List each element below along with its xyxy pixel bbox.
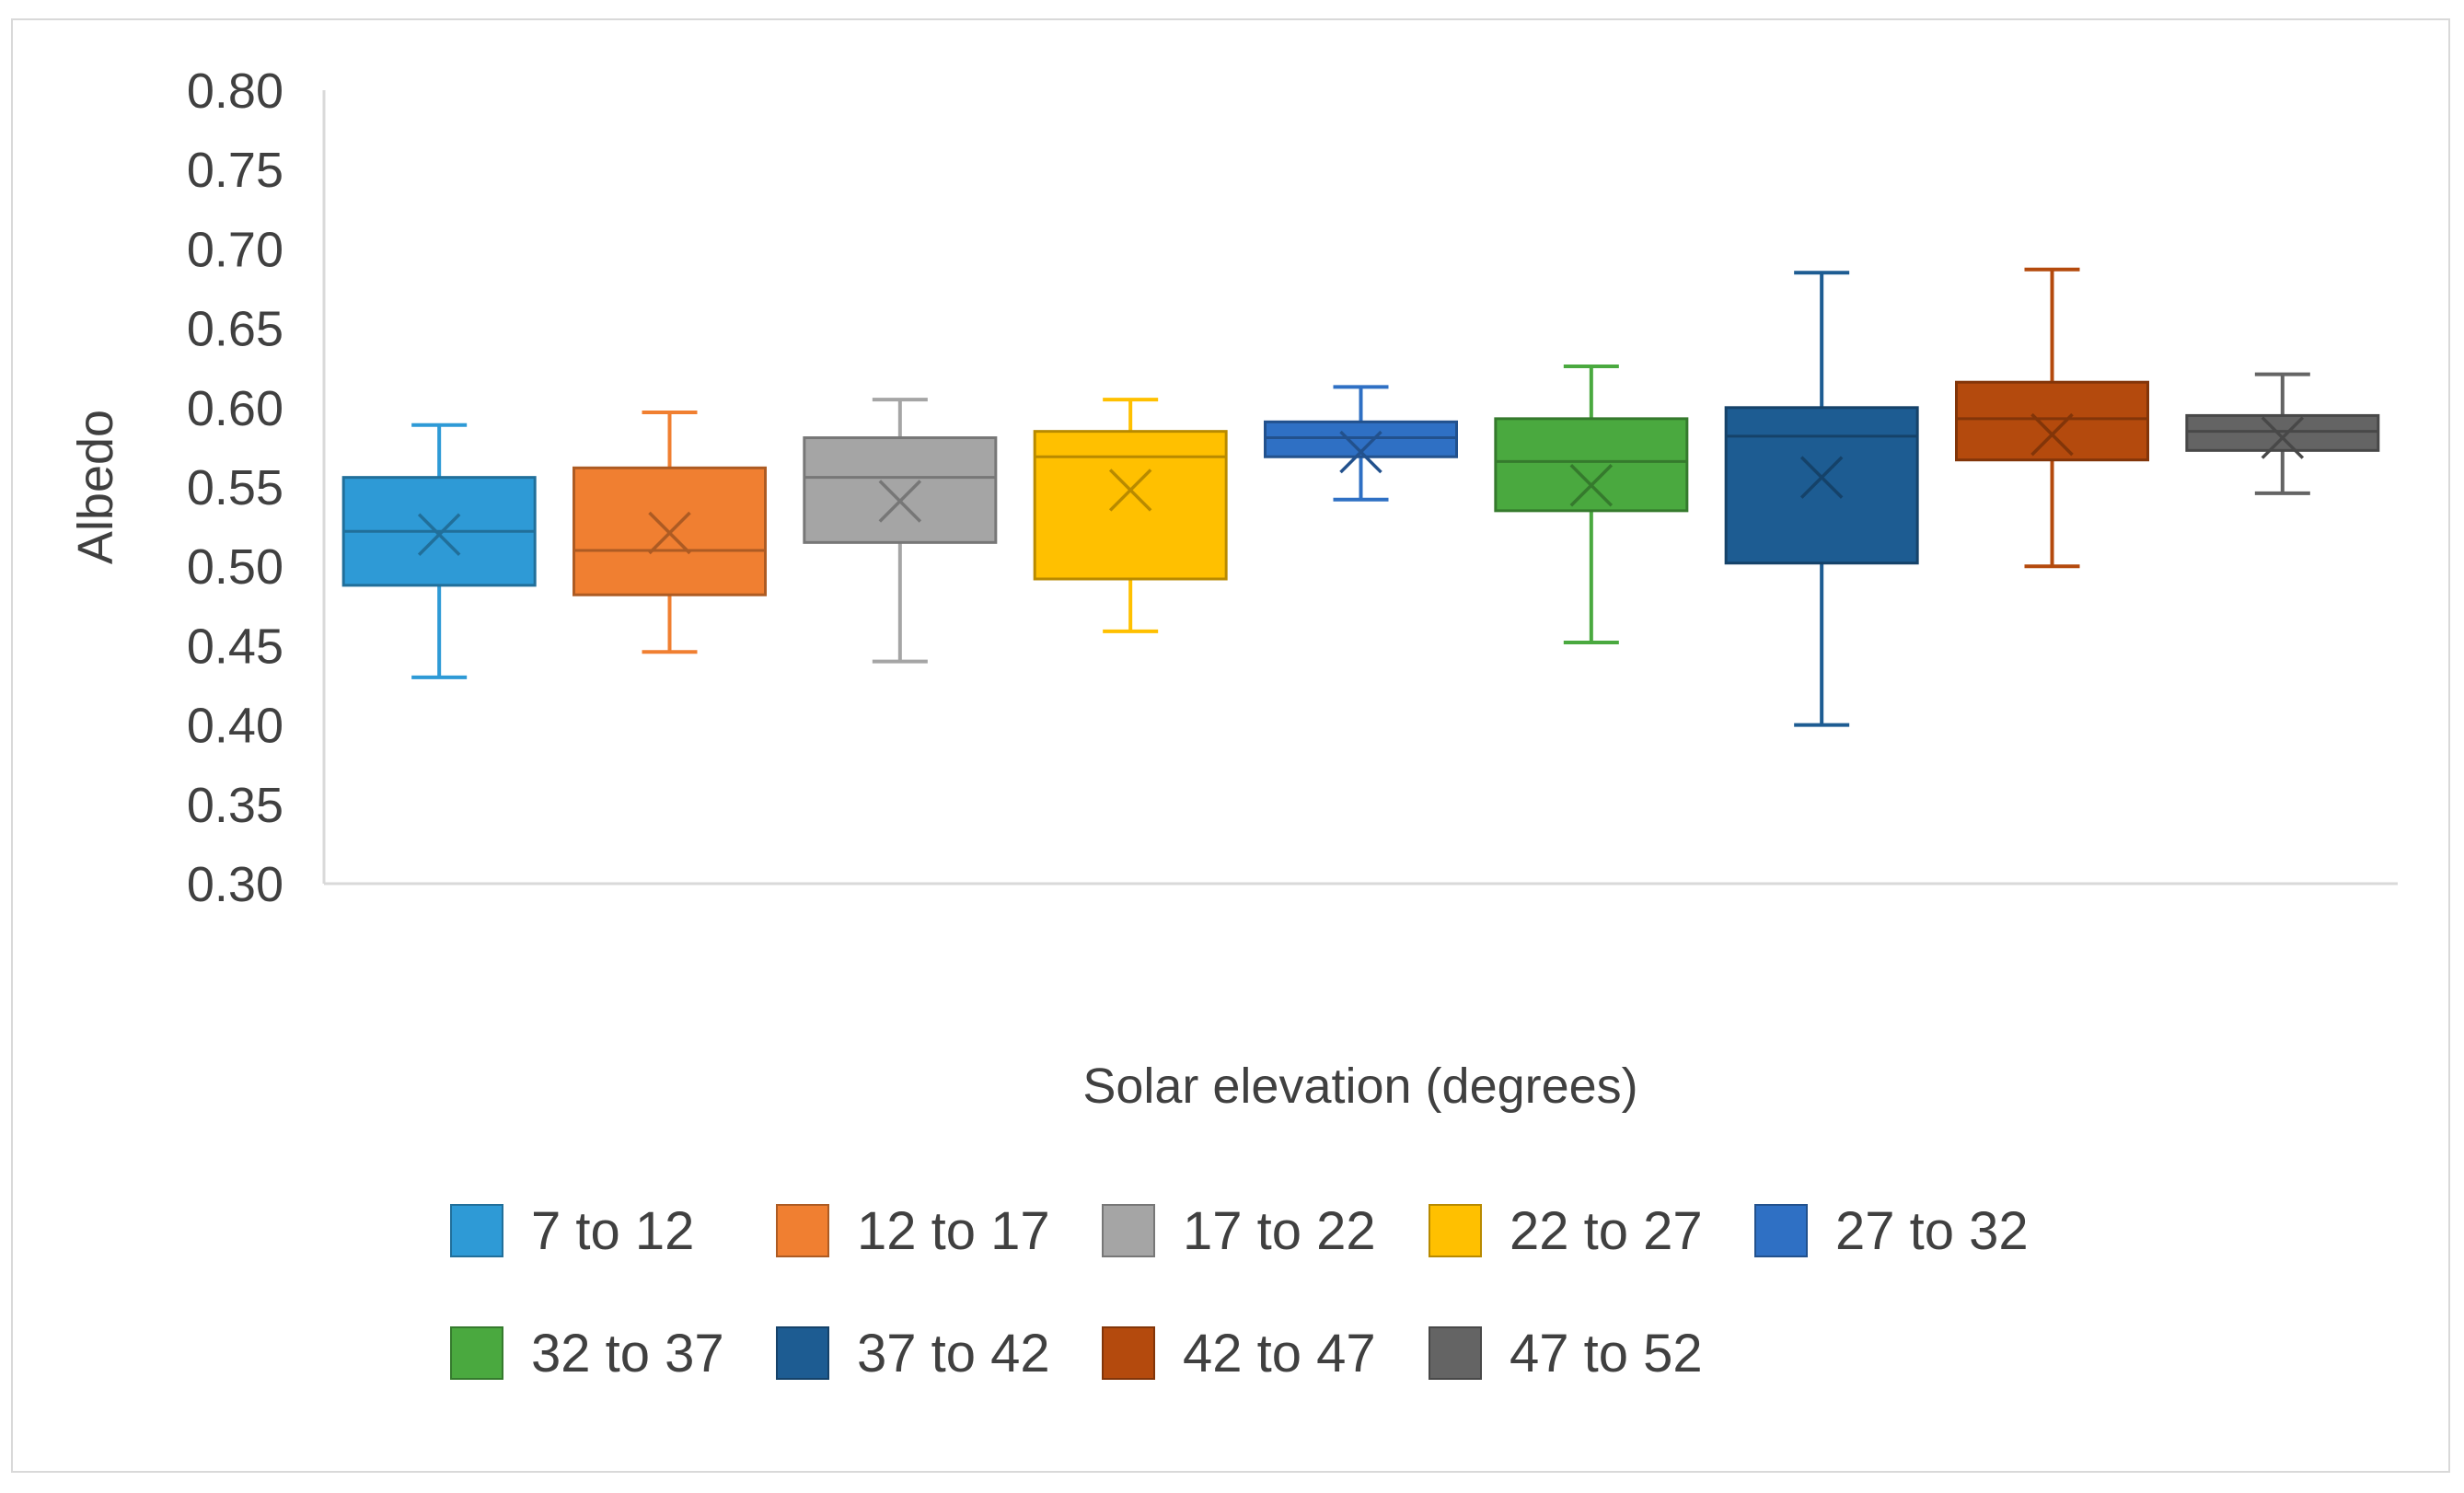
legend: 7 to 12 12 to 17 17 to 22 22 to 27 27 to 32 3… <box>450 1201 2029 1383</box>
mean-marker <box>1108 469 1152 512</box>
legend-label: 22 to 27 <box>1510 1201 1703 1261</box>
legend-swatch <box>1429 1204 1482 1257</box>
legend-swatch <box>1102 1204 1155 1257</box>
y-tick-label: 0.60 <box>187 381 283 436</box>
legend-swatch <box>776 1326 829 1380</box>
y-tick-label: 0.75 <box>187 143 283 198</box>
iqr-box <box>1033 430 1228 581</box>
mean-marker <box>878 480 922 523</box>
legend-item-47-to-52: 47 to 52 <box>1429 1324 1703 1383</box>
legend-swatch <box>1102 1326 1155 1380</box>
box-47-to-52 <box>2185 372 2380 495</box>
y-axis-ticks: 0.80 0.75 0.70 0.65 0.60 0.55 0.50 0.45 0.40 0.35… <box>187 64 283 912</box>
box-32-to-37 <box>1494 364 1689 644</box>
mean-marker <box>1799 456 1844 499</box>
y-tick-label: 0.45 <box>187 619 283 674</box>
legend-item-27-to-32: 27 to 32 <box>1754 1201 2029 1261</box>
legend-label: 47 to 52 <box>1510 1324 1703 1383</box>
legend-label: 37 to 42 <box>857 1324 1050 1383</box>
legend-label: 17 to 22 <box>1183 1201 1376 1261</box>
mean-marker <box>1339 430 1382 474</box>
y-tick-label: 0.50 <box>187 539 283 595</box>
legend-swatch <box>776 1204 829 1257</box>
iqr-box <box>2185 413 2380 452</box>
box-22-to-27 <box>1033 398 1228 633</box>
y-tick-label: 0.40 <box>187 699 283 754</box>
legend-item-12-to-17: 12 to 17 <box>776 1201 1050 1261</box>
legend-swatch <box>450 1204 503 1257</box>
chart-frame <box>11 18 2450 1473</box>
y-tick-label: 0.55 <box>187 460 283 515</box>
iqr-box <box>803 436 998 544</box>
legend-label: 27 to 32 <box>1835 1201 2029 1261</box>
legend-item-17-to-22: 17 to 22 <box>1102 1201 1376 1261</box>
x-axis-title: Solar elevation (degrees) <box>1082 1059 1637 1114</box>
iqr-box <box>1264 420 1458 458</box>
legend-item-42-to-47: 42 to 47 <box>1102 1324 1376 1383</box>
box-42-to-47 <box>1955 267 2149 569</box>
mean-marker <box>2261 416 2305 459</box>
legend-label: 7 to 12 <box>531 1201 694 1261</box>
legend-swatch <box>450 1326 503 1380</box>
y-tick-label: 0.65 <box>187 302 283 357</box>
legend-label: 42 to 47 <box>1183 1324 1376 1383</box>
legend-item-37-to-42: 37 to 42 <box>776 1324 1050 1383</box>
legend-swatch <box>1429 1326 1482 1380</box>
mean-marker <box>417 513 461 556</box>
box-17-to-22 <box>803 398 998 664</box>
legend-item-7-to-12: 7 to 12 <box>450 1201 694 1261</box>
iqr-box <box>1494 417 1689 513</box>
legend-item-32-to-37: 32 to 37 <box>450 1324 724 1383</box>
box-7-to-12 <box>341 422 537 679</box>
iqr-box <box>1724 406 1919 565</box>
box-series <box>341 267 2380 727</box>
y-tick-label: 0.70 <box>187 222 283 277</box>
legend-label: 12 to 17 <box>857 1201 1050 1261</box>
legend-item-22-to-27: 22 to 27 <box>1429 1201 1703 1261</box>
legend-swatch <box>1754 1204 1808 1257</box>
y-tick-label: 0.35 <box>187 778 283 833</box>
box-27-to-32 <box>1264 385 1458 502</box>
mean-marker <box>1569 464 1614 507</box>
legend-label: 32 to 37 <box>531 1324 724 1383</box>
y-axis-title: Albedo <box>68 410 123 564</box>
iqr-box <box>1955 380 2149 462</box>
mean-marker <box>648 511 691 555</box>
box-37-to-42 <box>1724 271 1919 727</box>
mean-marker <box>2030 412 2074 457</box>
box-12-to-17 <box>573 410 767 654</box>
y-tick-label: 0.30 <box>187 857 283 912</box>
y-tick-label: 0.80 <box>187 64 283 119</box>
